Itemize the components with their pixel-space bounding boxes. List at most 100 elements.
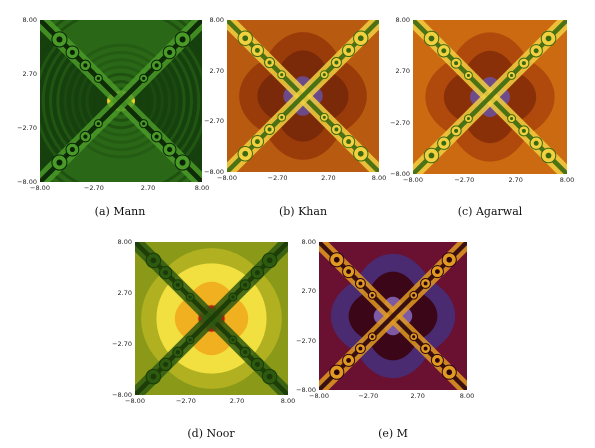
y-tick-label: −2.70: [112, 340, 132, 349]
y-tick-label: −2.70: [204, 117, 224, 126]
fractal-bulb-core: [435, 269, 440, 274]
fractal-bulb-core: [412, 335, 416, 339]
x-tick-label: 8.00: [459, 392, 475, 400]
x-tick-label: 2.70: [410, 392, 425, 400]
fractal-bulb-core: [521, 61, 526, 66]
fractal-plot-b: [227, 20, 379, 172]
x-tick-label: 8.00: [194, 184, 210, 192]
y-tick-label: 2.70: [22, 69, 37, 78]
fractal-bulb-core: [334, 60, 339, 65]
contour-ring: [63, 43, 179, 159]
y-tick-label: −2.70: [296, 336, 316, 345]
y-tick-label: −8.00: [112, 391, 132, 399]
fractal-image: [135, 242, 288, 395]
contour-ring: [92, 72, 150, 130]
fractal-bulb-core: [446, 256, 453, 263]
y-tick-label: −8.00: [296, 386, 316, 394]
fractal-bulb-core: [150, 257, 157, 264]
fractal-bulb-core: [56, 36, 63, 43]
fractal-bulb-core: [254, 361, 260, 367]
fractal-bulb-core: [267, 60, 272, 65]
fractal-bulb-core: [266, 373, 273, 380]
x-tick-label: 2.70: [229, 397, 245, 405]
caption-method-name: Noor: [206, 427, 235, 440]
caption-method-name: Mann: [113, 205, 146, 218]
fractal-bulb-core: [163, 270, 169, 276]
fractal-bulb-core: [509, 116, 514, 121]
y-tick-label: −8.00: [17, 178, 37, 186]
fractal-bulb-core: [428, 35, 435, 42]
y-tick-label: 8.00: [301, 238, 316, 246]
fractal-bulb-core: [96, 122, 100, 126]
fractal-bulb-core: [454, 61, 459, 66]
fractal-bulb-core: [83, 134, 88, 139]
x-tick-label: −2.70: [83, 184, 104, 192]
x-tick-label: 8.00: [371, 174, 387, 182]
fractal-bulb-core: [154, 63, 159, 68]
fractal-bulb-core: [545, 35, 552, 42]
fractal-bulb-core: [254, 270, 260, 276]
fractal-bulb-core: [370, 293, 374, 297]
fractal-bulb-core: [322, 73, 326, 77]
caption-label: (e): [378, 427, 394, 440]
y-tick-label: −2.70: [17, 124, 37, 133]
y-tick-label: −8.00: [204, 168, 224, 176]
x-tick-label: 2.70: [321, 174, 336, 182]
fractal-bulb-core: [142, 76, 146, 80]
fractal-bulb-core: [254, 47, 260, 53]
caption-label: (b): [278, 205, 295, 218]
fractal-bulb-core: [142, 122, 146, 126]
x-tick-label: 2.70: [140, 184, 156, 192]
fractal-plot-a: [40, 20, 202, 182]
fractal-bulb-core: [454, 128, 459, 133]
contour-ring: [70, 50, 172, 152]
fractal-bulb-core: [231, 338, 235, 342]
fractal-bulb-core: [346, 139, 352, 145]
fractal-bulb-core: [231, 295, 235, 299]
boundary-core: [135, 242, 288, 395]
fractal-bulb-core: [96, 76, 100, 80]
fractal-bulb-core: [188, 295, 192, 299]
fractal-bulb-core: [179, 36, 186, 43]
boundary-core: [319, 242, 467, 390]
boundary-core: [40, 20, 202, 182]
x-tick-label: −8.00: [125, 397, 145, 405]
fractal-bulb-core: [428, 152, 435, 159]
fractal-bulb-core: [358, 281, 363, 286]
fractal-bulb-core: [83, 63, 88, 68]
fractal-bulb-core: [179, 159, 186, 166]
y-tick-label: −8.00: [390, 170, 410, 178]
caption-method-name: M: [396, 427, 408, 440]
fractal-bulb-core: [167, 49, 173, 55]
y-tick-label: 8.00: [395, 16, 410, 24]
fractal-bulb-core: [346, 269, 351, 274]
fractal-bulb-core: [322, 115, 326, 119]
x-tick-label: −2.70: [358, 392, 379, 400]
fractal-bulb-core: [150, 373, 157, 380]
fractal-bulb-core: [521, 128, 526, 133]
y-tick-label: 8.00: [22, 16, 37, 24]
contour-ring: [100, 80, 142, 122]
fractal-bulb-core: [333, 369, 340, 376]
y-tick-label: 2.70: [301, 287, 316, 296]
fractal-bulb-core: [280, 115, 284, 119]
x-tick-label: −2.70: [454, 176, 475, 184]
y-tick-label: 2.70: [117, 288, 132, 297]
x-tick-label: −8.00: [309, 392, 329, 400]
fractal-bulb-core: [334, 127, 339, 132]
fractal-bulb-core: [441, 48, 447, 54]
fractal-image: [40, 20, 202, 182]
fractal-bulb-core: [243, 282, 248, 287]
fractal-bulb-core: [533, 48, 539, 54]
fractal-bulb-core: [69, 49, 75, 55]
caption-label: (c): [457, 205, 473, 218]
fractal-bulb-core: [545, 152, 552, 159]
fractal-image: [319, 242, 467, 390]
caption-method-name: Khan: [298, 205, 328, 218]
boundary-core: [227, 20, 379, 172]
fractal-bulb-core: [346, 358, 351, 363]
fractal-bulb-core: [370, 335, 374, 339]
y-tick-label: 8.00: [209, 16, 224, 24]
caption-method-name: Agarwal: [475, 205, 523, 218]
fractal-bulb-core: [69, 147, 75, 153]
